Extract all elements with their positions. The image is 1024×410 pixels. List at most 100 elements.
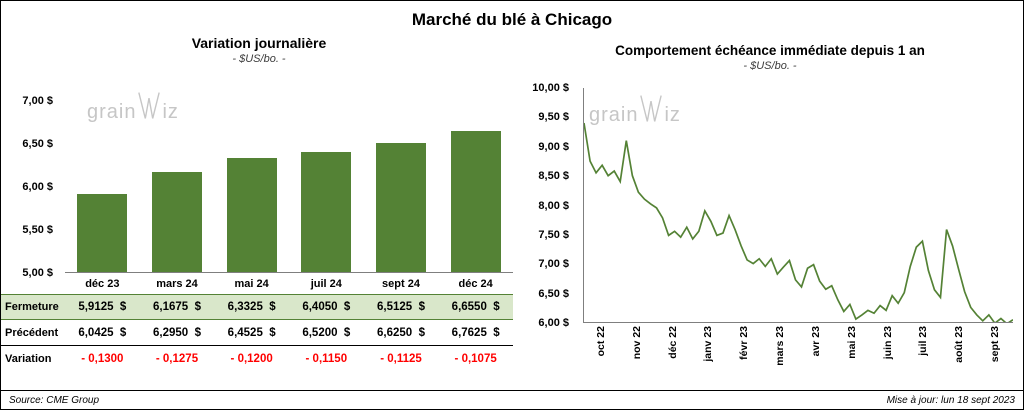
y-tick-label: 6,50 $: [22, 138, 53, 150]
table-cell: 6,2950 $: [153, 326, 201, 339]
x-tick-label: mars 23: [774, 326, 787, 366]
x-label-slot: févr 23: [726, 323, 762, 379]
line-x-axis: oct 22 nov 22 déc 22 janv 23 févr 23 mars 23 a…: [583, 323, 1013, 379]
x-tick-label: juil 23: [917, 326, 930, 356]
table-cell: - 0,1075: [454, 352, 497, 365]
x-tick-label: sept 23: [989, 326, 1002, 363]
x-label-slot: juil 23: [905, 323, 941, 379]
x-tick-label: oct 22: [594, 326, 607, 357]
bar-slot: [289, 101, 364, 272]
table-cell: 6,6550 $: [451, 301, 500, 313]
table-cell: 6,3325 $: [227, 301, 276, 313]
bar: [77, 193, 128, 272]
front-month-panel: Comportement échéance immédiate depuis 1…: [517, 30, 1023, 371]
bar-chart: grain iz 7,00 $6,50 $6,00 $5,50 $5,00 $: [1, 92, 517, 279]
bar-slot: [364, 101, 439, 272]
y-tick-label: 5,00 $: [22, 267, 53, 279]
y-tick-label: 6,50 $: [538, 287, 569, 300]
x-tick-label: mai 23: [845, 326, 858, 359]
x-tick-label: avr 23: [809, 326, 822, 357]
x-tick-label: nov 22: [630, 326, 643, 360]
table-cell: 5,9125 $: [78, 301, 127, 313]
y-tick-label: 8,00 $: [538, 199, 569, 212]
y-tick-label: 10,00 $: [532, 82, 569, 94]
y-tick-label: 9,00 $: [538, 140, 569, 153]
bar-y-axis: 7,00 $ 6,50 $ 6,00 $ 5,50 $ 5,00 $: [1, 95, 61, 279]
bar: [450, 130, 501, 272]
table-row-precedent: Précédent 6,0425 $ 6,2950 $ 6,4525 $ 6,5200 …: [1, 320, 513, 346]
bar-x-axis: déc 23 mars 24 mai 24 juil 24 sept 24 déc 24: [1, 273, 513, 294]
x-category-label: déc 23: [85, 277, 120, 290]
price-line: [584, 123, 1013, 322]
x-label-slot: oct 22: [583, 323, 619, 379]
table-cell: - 0,1200: [230, 352, 273, 365]
line-plot: [583, 88, 1013, 323]
x-tick-label: août 23: [953, 326, 966, 363]
table-cell: - 0,1150: [305, 352, 348, 365]
x-tick-label: déc 22: [666, 326, 679, 359]
updated-note: Mise à jour: lun 18 sept 2023: [886, 394, 1015, 406]
x-category-label: déc 24: [458, 277, 493, 290]
table-cell: 6,5125 $: [377, 301, 425, 313]
source-note: Source: CME Group: [9, 394, 100, 406]
x-tick-label: janv 23: [702, 326, 715, 362]
y-tick-label: 8,50 $: [538, 170, 569, 183]
y-tick-label: 6,00 $: [538, 317, 569, 329]
line-y-axis: 10,00 $ 9,50 $ 9,00 $ 8,50 $ 8,00 $ 7,50 $ 7,0…: [517, 82, 577, 329]
table-cell: 6,6250 $: [377, 326, 425, 339]
content: Variation journalière - $US/bo. - grain …: [1, 30, 1023, 371]
bar-chart-subtitle: - $US/bo. -: [232, 53, 286, 65]
table-cell: 6,5200 $: [302, 326, 351, 339]
y-tick-label: 7,00 $: [22, 95, 53, 107]
line-chart-subtitle: - $US/bo. -: [743, 60, 797, 72]
x-tick-label: févr 23: [738, 326, 751, 360]
table-cell: - 0,1300: [81, 352, 124, 365]
bar: [226, 158, 277, 272]
page-title: Marché du blé à Chicago: [411, 10, 613, 29]
table-cell: 6,4525 $: [227, 326, 276, 339]
y-tick-label: 7,00 $: [538, 258, 569, 271]
x-label-slot: janv 23: [690, 323, 726, 379]
x-label-slot: avr 23: [798, 323, 834, 379]
y-tick-label: 9,50 $: [538, 111, 569, 124]
line-chart: grain iz 10,00 $9,50 $9,00 $8,50 $8,00 $…: [517, 82, 1023, 366]
table-cell: 6,1675 $: [153, 301, 201, 313]
daily-variation-panel: Variation journalière - $US/bo. - grain …: [1, 30, 517, 371]
table-cell: 6,7625 $: [451, 326, 500, 339]
x-tick-label: juin 23: [881, 326, 894, 360]
row-label: Variation: [5, 352, 52, 365]
bar: [301, 151, 352, 272]
bar-slot: [214, 101, 289, 272]
footer: Source: CME Group Mise à jour: lun 18 se…: [1, 390, 1023, 409]
table-row-fermeture: Fermeture 5,9125 $ 6,1675 $ 6,3325 $ 6,4050 …: [1, 294, 513, 320]
table-cell: 6,4050 $: [302, 301, 351, 313]
row-label: Précédent: [5, 326, 59, 339]
bar: [152, 172, 202, 272]
x-label-slot: août 23: [941, 323, 977, 379]
x-label-slot: déc 22: [655, 323, 691, 379]
bar-slot: [438, 101, 513, 272]
x-category-label: juil 24: [310, 277, 342, 290]
row-label: Fermeture: [5, 301, 59, 313]
table-cell: 6,0425 $: [78, 326, 127, 339]
x-label-slot: juin 23: [870, 323, 906, 379]
x-label-slot: nov 22: [619, 323, 655, 379]
table-cell: - 0,1275: [155, 352, 199, 365]
x-label-slot: mars 23: [762, 323, 798, 379]
x-label-slot: sept 23: [977, 323, 1013, 379]
y-tick-label: 5,50 $: [22, 224, 53, 236]
x-category-label: mars 24: [156, 277, 198, 290]
bar-chart-title: Variation journalière: [191, 35, 327, 51]
bar-plot: [65, 101, 513, 273]
line-chart-title: Comportement échéance immédiate depuis 1…: [615, 43, 925, 58]
line-plot-svg: [584, 88, 1013, 322]
table-row-variation: Variation - 0,1300 - 0,1275 - 0,1200 - 0,115…: [1, 346, 513, 371]
bar-slot: [65, 101, 140, 272]
x-label-slot: mai 23: [834, 323, 870, 379]
bar: [376, 142, 427, 272]
y-tick-label: 6,00 $: [22, 181, 53, 193]
y-tick-label: 7,50 $: [538, 228, 569, 241]
bar-slot: [140, 101, 215, 272]
table-cell: - 0,1125: [380, 352, 422, 365]
